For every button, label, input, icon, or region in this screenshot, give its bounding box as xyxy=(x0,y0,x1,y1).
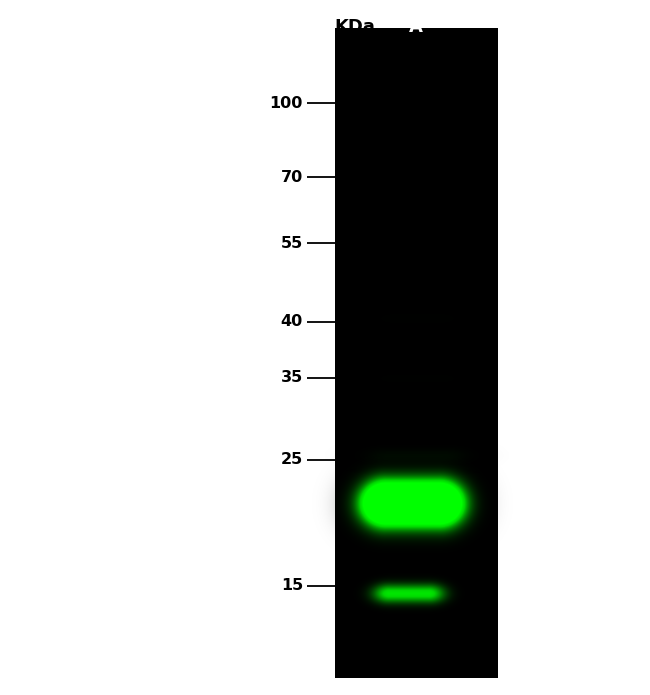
Text: 35: 35 xyxy=(281,370,303,386)
Text: KDa: KDa xyxy=(335,18,376,36)
Bar xyxy=(335,28,498,678)
Text: 100: 100 xyxy=(270,95,303,111)
Text: 15: 15 xyxy=(281,578,303,594)
Text: 25: 25 xyxy=(281,452,303,468)
Text: 55: 55 xyxy=(281,236,303,250)
Text: 40: 40 xyxy=(281,315,303,329)
Text: 70: 70 xyxy=(281,170,303,184)
Text: A: A xyxy=(409,18,423,36)
